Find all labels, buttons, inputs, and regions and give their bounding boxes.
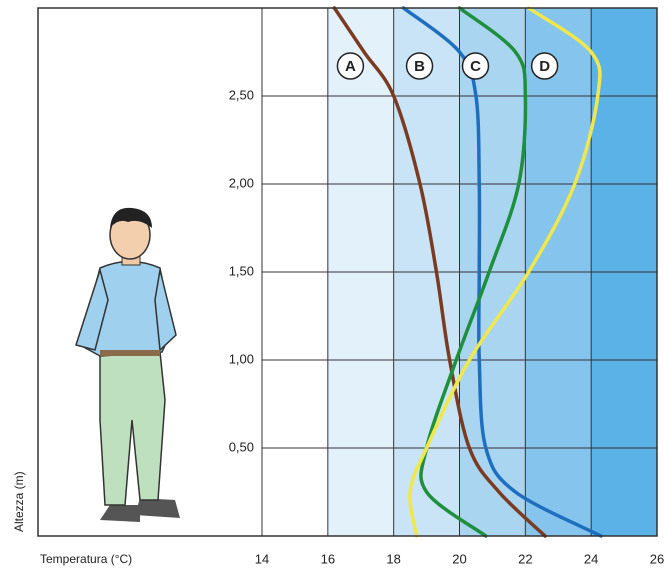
- person-illustration: [76, 208, 180, 522]
- y-tick-label: 1,50: [229, 263, 254, 278]
- series-label: D: [539, 58, 550, 75]
- y-tick-label: 2,00: [229, 175, 254, 190]
- x-tick-label: 22: [518, 551, 532, 566]
- x-tick-label: 20: [452, 551, 466, 566]
- series-label: A: [345, 58, 356, 75]
- y-tick-label: 2,50: [229, 87, 254, 102]
- y-axis-label: Altezza (m): [12, 471, 26, 532]
- y-tick-label: 0,50: [229, 439, 254, 454]
- chart: 141618202224260,501,001,502,002,50 ABCD …: [0, 0, 670, 572]
- x-tick-label: 16: [321, 551, 335, 566]
- y-tick-label: 1,00: [229, 351, 254, 366]
- x-tick-label: 14: [255, 551, 269, 566]
- x-tick-label: 18: [386, 551, 400, 566]
- x-axis-label: Temperatura (°C): [40, 552, 132, 566]
- x-tick-label: 26: [650, 551, 664, 566]
- x-tick-label: 24: [584, 551, 598, 566]
- series-label: B: [414, 58, 425, 75]
- series-label: C: [470, 58, 481, 75]
